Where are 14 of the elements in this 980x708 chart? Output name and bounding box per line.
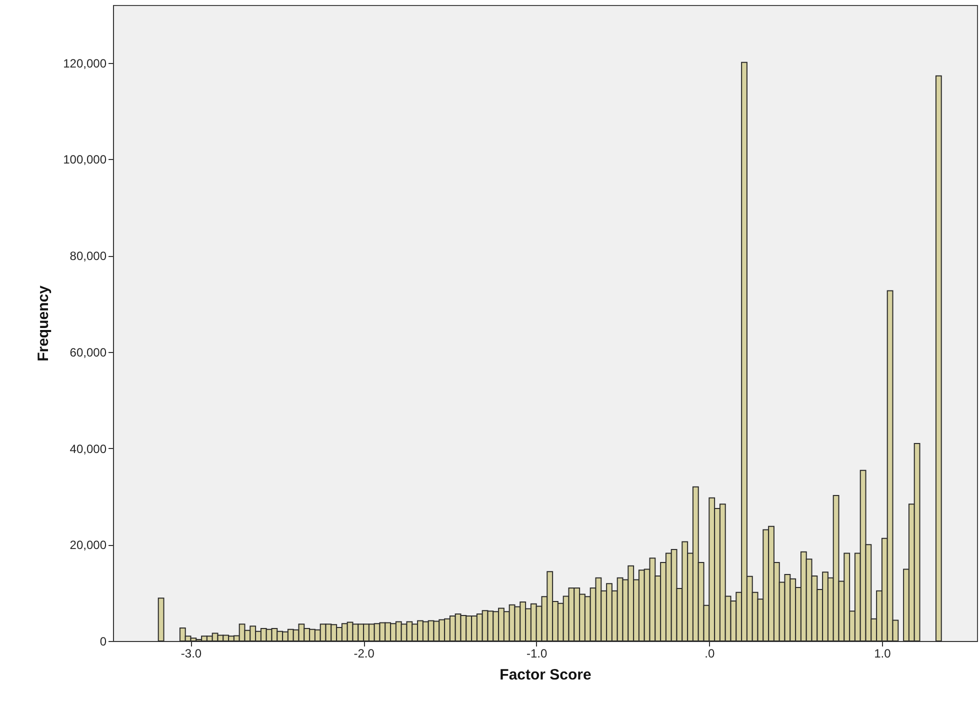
y-tick-label: 0 bbox=[100, 634, 107, 648]
x-tick-label: -2.0 bbox=[354, 646, 375, 660]
x-axis-title: Factor Score bbox=[500, 666, 592, 684]
y-tick-label: 100,000 bbox=[63, 152, 107, 167]
y-tick-label: 60,000 bbox=[70, 345, 107, 360]
y-tick-label: 80,000 bbox=[70, 249, 107, 264]
x-tick-label: 1.0 bbox=[874, 646, 892, 660]
y-tick-label: 120,000 bbox=[63, 56, 107, 70]
y-axis-title: Frequency bbox=[35, 284, 52, 362]
x-tick-label: .0 bbox=[704, 646, 715, 660]
y-tick-label: 20,000 bbox=[70, 538, 107, 552]
x-tick-label: -3.0 bbox=[180, 646, 202, 660]
y-tick-label: 40,000 bbox=[70, 442, 107, 456]
x-tick-label: -1.0 bbox=[526, 646, 548, 660]
